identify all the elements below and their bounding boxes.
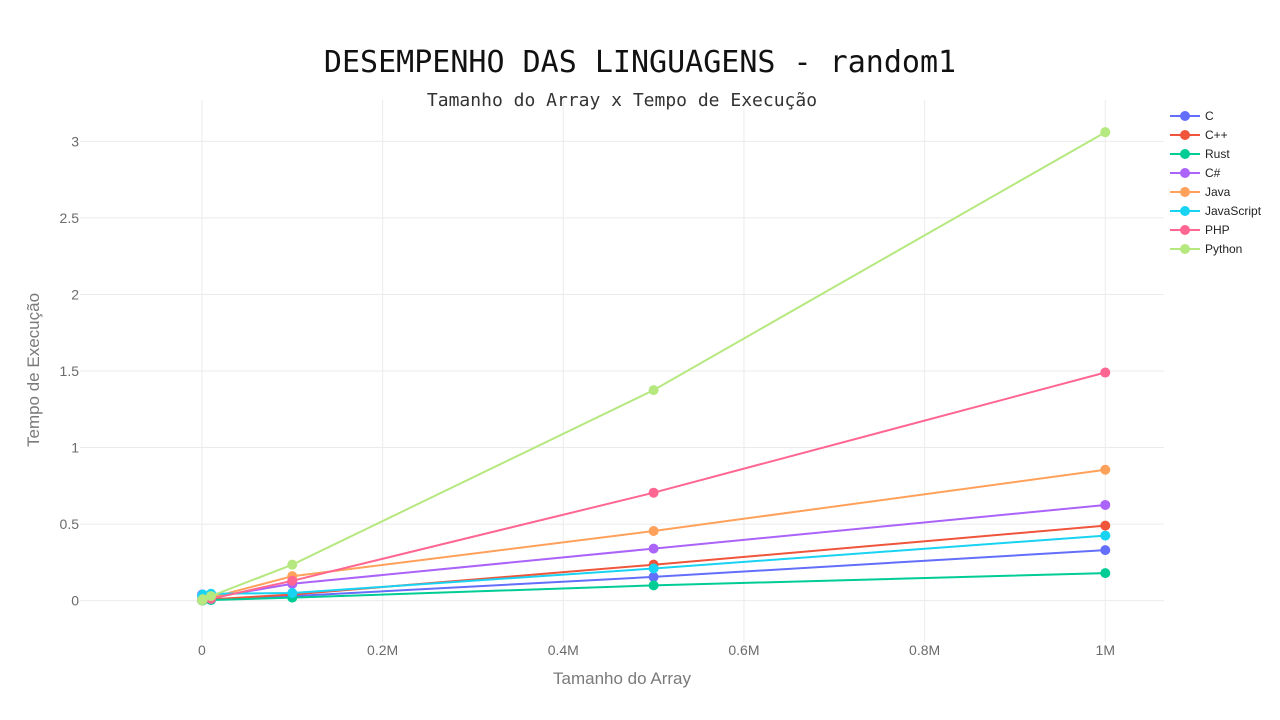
- y-tick-label: 1: [71, 440, 79, 456]
- legend-marker: [1180, 168, 1190, 178]
- legend-item[interactable]: Rust: [1170, 147, 1230, 161]
- data-point: [1100, 530, 1111, 541]
- y-tick-label: 0.5: [60, 516, 80, 532]
- y-tick-label: 0: [71, 593, 79, 609]
- y-tick-label: 2.5: [60, 210, 80, 226]
- data-point: [648, 525, 659, 536]
- data-point: [1100, 499, 1111, 510]
- data-point: [205, 591, 216, 602]
- legend[interactable]: C C++ Rust C# Java JavaScript PHP Python: [1170, 109, 1262, 256]
- y-tick-label: 3: [71, 133, 79, 149]
- data-point: [648, 580, 659, 591]
- data-point: [648, 487, 659, 498]
- legend-item[interactable]: JavaScript: [1170, 204, 1262, 218]
- legend-label: JavaScript: [1205, 204, 1262, 218]
- x-tick-label: 0: [198, 642, 206, 658]
- y-axis-label: Tempo de Execução: [24, 293, 43, 447]
- legend-label: Rust: [1205, 147, 1230, 161]
- x-tick-label: 1M: [1096, 642, 1115, 658]
- legend-item[interactable]: PHP: [1170, 223, 1230, 237]
- data-point: [1100, 464, 1111, 475]
- legend-item[interactable]: C: [1170, 109, 1214, 123]
- x-tick-label: 0.8M: [909, 642, 940, 658]
- legend-label: Java: [1205, 185, 1231, 199]
- data-point: [287, 559, 298, 570]
- legend-item[interactable]: Java: [1170, 185, 1231, 199]
- x-tick-label: 0.2M: [367, 642, 398, 658]
- series-layer: [197, 127, 1111, 606]
- chart-subtitle: Tamanho do Array x Tempo de Execução: [427, 90, 817, 111]
- data-point: [648, 563, 659, 574]
- legend-label: C++: [1205, 128, 1228, 142]
- legend-label: Python: [1205, 242, 1242, 256]
- x-tick-label: 0.4M: [548, 642, 579, 658]
- data-point: [287, 575, 298, 586]
- legend-marker: [1180, 149, 1190, 159]
- series-python: [197, 127, 1111, 606]
- y-tick-label: 2: [71, 286, 79, 302]
- legend-item[interactable]: C++: [1170, 128, 1228, 142]
- x-axis-label: Tamanho do Array: [553, 669, 691, 688]
- legend-marker: [1180, 130, 1190, 140]
- data-point: [648, 543, 659, 554]
- x-tick-label: 0.6M: [728, 642, 759, 658]
- series-javascript: [197, 530, 1111, 602]
- legend-label: C: [1205, 109, 1214, 123]
- data-point: [1100, 127, 1111, 138]
- legend-item[interactable]: Python: [1170, 242, 1242, 256]
- grid: [80, 100, 1164, 642]
- data-point: [648, 385, 659, 396]
- legend-marker: [1180, 244, 1190, 254]
- y-axis-ticks: 0 0.5 1 1.5 2 2.5 3: [60, 133, 80, 608]
- legend-label: C#: [1205, 166, 1221, 180]
- data-point: [1100, 520, 1111, 531]
- legend-marker: [1180, 111, 1190, 121]
- x-axis-ticks: 0 0.2M 0.4M 0.6M 0.8M 1M: [198, 642, 1115, 658]
- chart-title: DESEMPENHO DAS LINGUAGENS - random1: [324, 45, 956, 80]
- legend-marker: [1180, 225, 1190, 235]
- y-tick-label: 1.5: [60, 363, 80, 379]
- data-point: [648, 571, 659, 582]
- legend-marker: [1180, 206, 1190, 216]
- data-point: [1100, 367, 1111, 378]
- legend-marker: [1180, 187, 1190, 197]
- legend-label: PHP: [1205, 223, 1230, 237]
- data-point: [287, 588, 298, 599]
- data-point: [197, 594, 208, 605]
- legend-item[interactable]: C#: [1170, 166, 1221, 180]
- data-point: [1100, 568, 1111, 579]
- data-point: [1100, 545, 1111, 556]
